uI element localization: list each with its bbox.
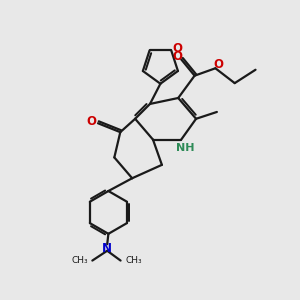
Text: CH₃: CH₃ [71,256,88,265]
Text: O: O [172,50,183,63]
Text: N: N [102,242,112,255]
Text: O: O [213,58,224,71]
Text: O: O [173,41,183,55]
Text: NH: NH [176,143,194,153]
Text: O: O [86,115,96,128]
Text: CH₃: CH₃ [125,256,142,265]
